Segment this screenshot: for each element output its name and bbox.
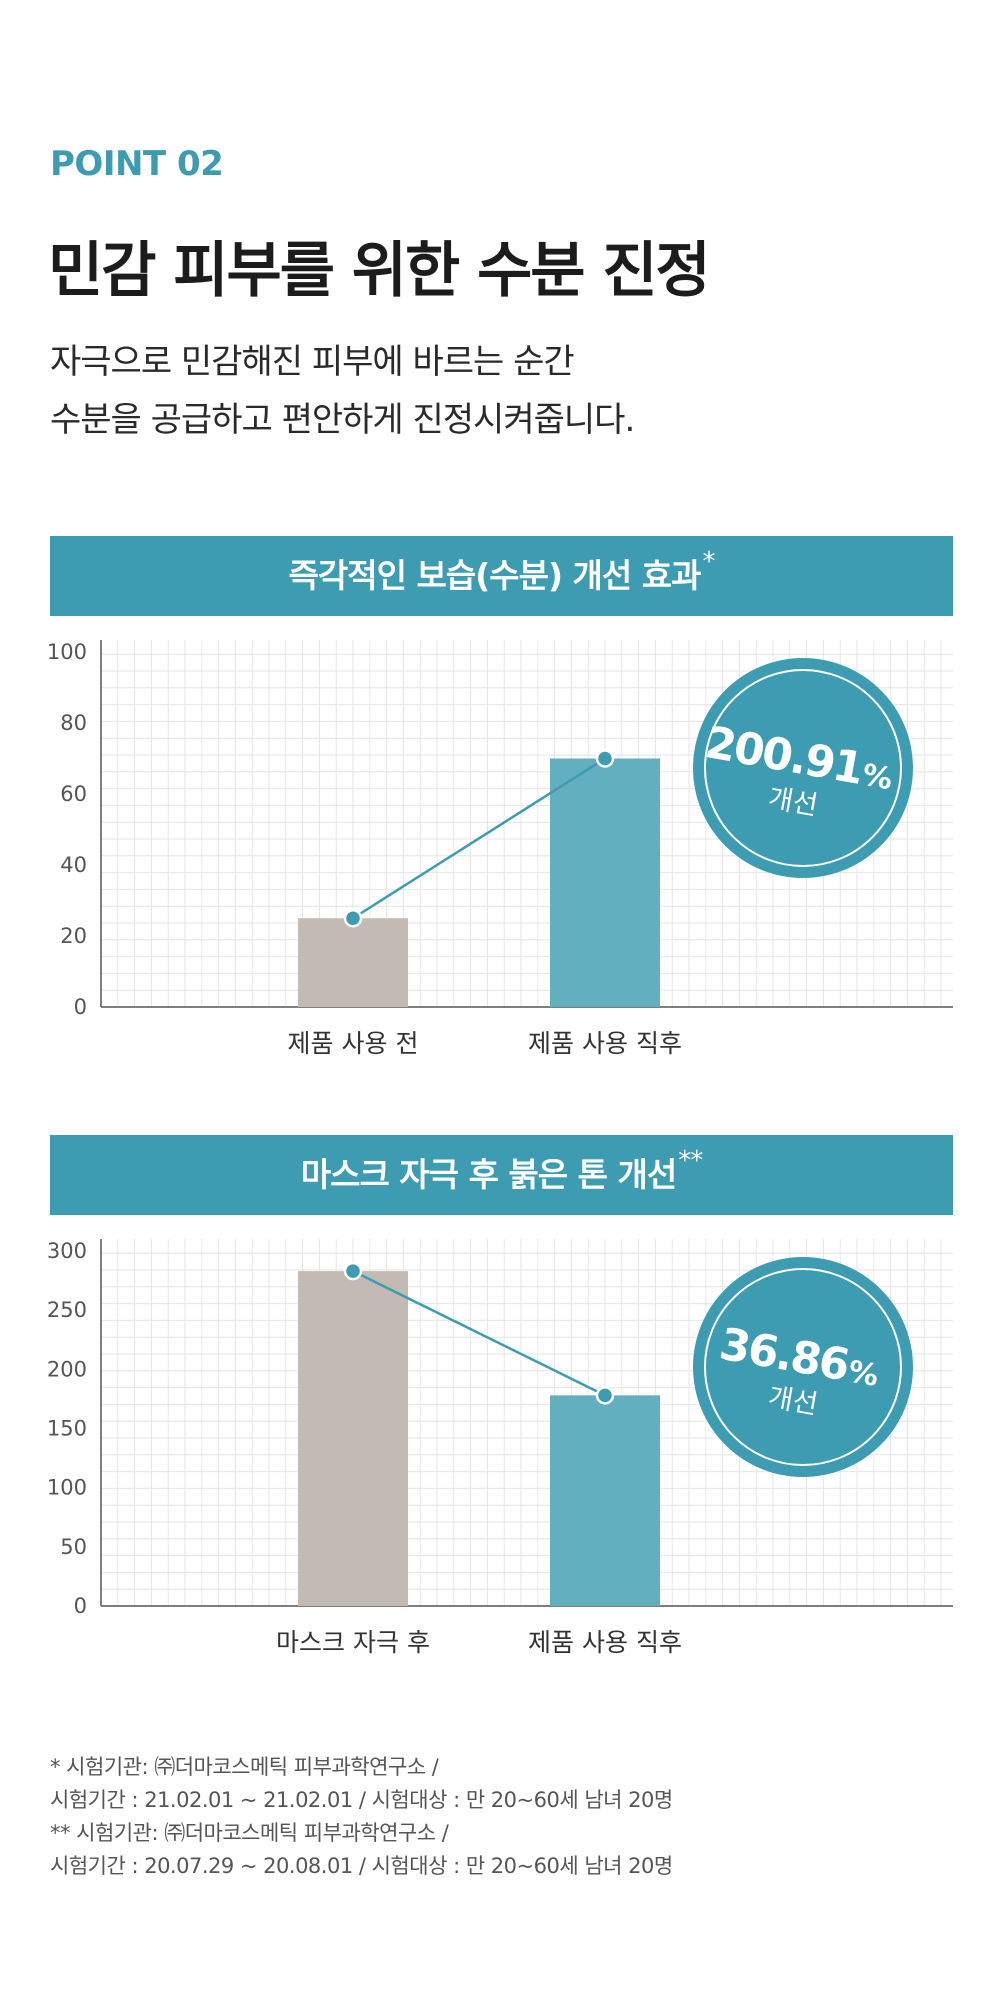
footnote-line: * 시험기관: ㈜더마코스메틱 피부과학연구소 /	[50, 1755, 439, 1779]
y-tick-label: 150	[47, 1417, 87, 1441]
y-tick-label: 40	[60, 853, 87, 877]
badge-circle	[693, 658, 913, 878]
data-point	[595, 749, 615, 768]
footnotes: * 시험기관: ㈜더마코스메틱 피부과학연구소 / 시험기간 : 21.02.0…	[50, 1751, 673, 1883]
y-tick-label: 80	[60, 711, 87, 735]
badge-circle	[693, 1257, 913, 1477]
point-label: POINT 02	[50, 144, 224, 184]
y-tick-label: 0	[74, 995, 87, 1019]
trend-line	[352, 1269, 606, 1397]
chart-1: 0 20 40 60 80 100 제품 사용 전 제품 사용 직후 200.91% 개선	[0, 620, 1000, 1090]
description-line-1: 자극으로 민감해진 피부에 바르는 순간	[50, 342, 575, 382]
bar	[298, 1271, 408, 1606]
y-tick-label: 0	[74, 1594, 87, 1618]
chart-1-title-mark: *	[702, 547, 715, 577]
description-line-2: 수분을 공급하고 편안하게 진정시켜줍니다.	[50, 400, 635, 440]
x-tick-label: 제품 사용 직후	[528, 1029, 682, 1058]
footnote-line: ** 시험기관: ㈜더마코스메틱 피부과학연구소 /	[50, 1821, 449, 1845]
y-tick-label: 20	[60, 924, 87, 948]
data-point	[595, 1386, 615, 1405]
y-tick-label: 250	[47, 1298, 87, 1322]
footnote-line: 시험기간 : 20.07.29 ~ 20.08.01 / 시험대상 : 만 20…	[50, 1854, 673, 1878]
y-tick-label: 60	[60, 782, 87, 806]
x-tick-label: 제품 사용 전	[288, 1029, 419, 1058]
trend-line	[352, 757, 606, 920]
y-tick-label: 50	[60, 1535, 87, 1559]
data-point	[343, 909, 363, 928]
bar	[550, 758, 660, 1007]
chart-2-title-mark: **	[678, 1146, 703, 1176]
chart-1-title: 즉각적인 보습(수분) 개선 효과	[288, 556, 702, 595]
description: 자극으로 민감해진 피부에 바르는 순간 수분을 공급하고 편안하게 진정시켜줍…	[50, 333, 635, 449]
chart-2-title-banner: 마스크 자극 후 붉은 톤 개선**	[50, 1135, 953, 1215]
y-tick-label: 300	[47, 1239, 87, 1263]
badge-ring	[704, 1268, 902, 1466]
bar	[298, 918, 408, 1007]
data-point	[343, 1261, 363, 1281]
badge-ring	[704, 669, 902, 867]
footnote-line: 시험기간 : 21.02.01 ~ 21.02.01 / 시험대상 : 만 20…	[50, 1788, 673, 1812]
y-tick-label: 100	[47, 1476, 87, 1500]
y-tick-label: 100	[47, 640, 87, 664]
chart-1-title-banner: 즉각적인 보습(수분) 개선 효과*	[50, 536, 953, 616]
y-tick-label: 200	[47, 1357, 87, 1381]
chart-2: 0 50 100 150 200 250 300 마스크 자극 후 제품 사용 직후 36.86%…	[0, 1219, 1000, 1689]
x-tick-label: 마스크 자극 후	[276, 1628, 430, 1657]
page-title: 민감 피부를 위한 수분 진정	[48, 236, 711, 306]
x-tick-label: 제품 사용 직후	[528, 1628, 682, 1657]
bar	[550, 1395, 660, 1606]
chart-2-title: 마스크 자극 후 붉은 톤 개선	[300, 1155, 677, 1194]
